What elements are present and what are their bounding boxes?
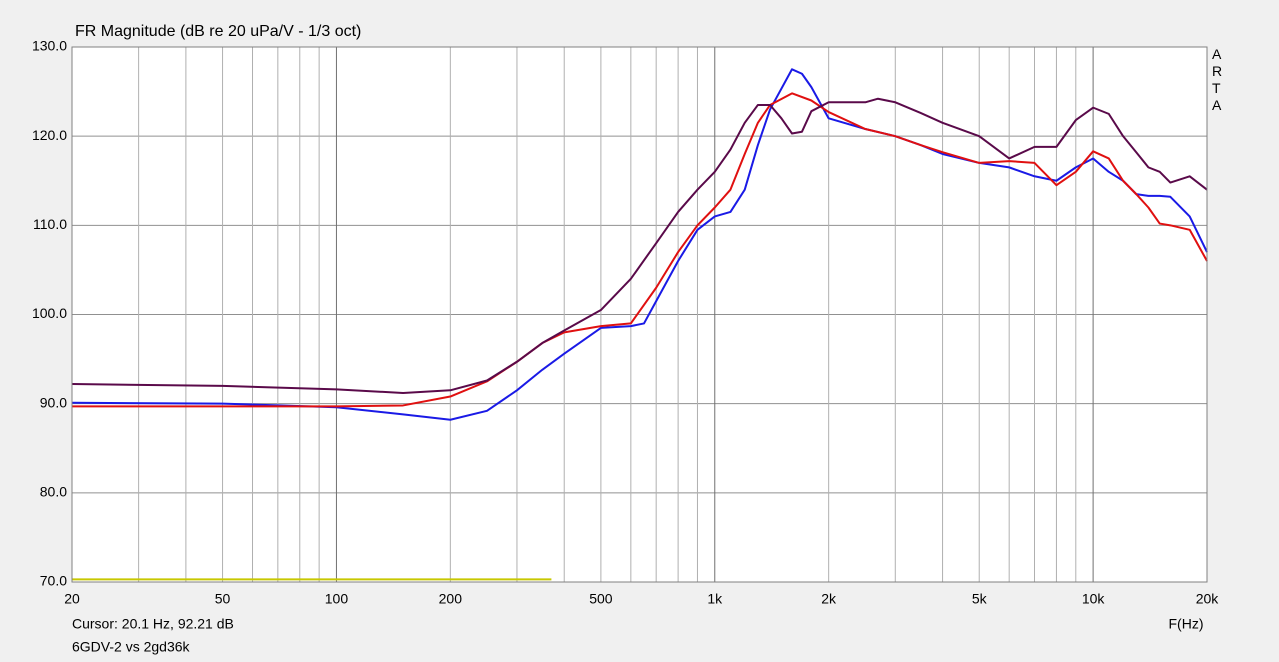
caption: 6GDV-2 vs 2gd36k [72, 639, 191, 655]
series-line [71, 68, 1208, 421]
x-tick-label: 500 [589, 591, 613, 607]
grid [71, 46, 1208, 583]
x-tick-label: 50 [215, 591, 231, 607]
x-tick-label: 10k [1082, 591, 1106, 607]
y-tick-label: 100.0 [32, 305, 67, 321]
x-tick-label: 2k [821, 591, 837, 607]
y-tick-label: 90.0 [40, 394, 67, 410]
x-tick-label: 20 [64, 591, 80, 607]
y-tick-label: 80.0 [40, 484, 67, 500]
x-tick-label: 20k [1196, 591, 1220, 607]
series-line [71, 97, 1208, 394]
x-axis-label: F(Hz) [1169, 616, 1204, 632]
side-label: ARTA [1212, 46, 1223, 113]
cursor-readout: Cursor: 20.1 Hz, 92.21 dB [72, 616, 234, 632]
y-tick-label: 130.0 [32, 38, 67, 54]
y-tick-label: 110.0 [33, 216, 67, 232]
y-tick-label: 120.0 [32, 127, 67, 143]
x-tick-label: 100 [325, 591, 349, 607]
x-tick-label: 200 [439, 591, 463, 607]
x-tick-label: 1k [707, 591, 723, 607]
chart-title: FR Magnitude (dB re 20 uPa/V - 1/3 oct) [75, 23, 361, 40]
lines [71, 68, 1208, 581]
plot-frame [71, 46, 1208, 583]
x-tick-label: 5k [972, 591, 988, 607]
y-tick-label: 70.0 [40, 573, 67, 589]
